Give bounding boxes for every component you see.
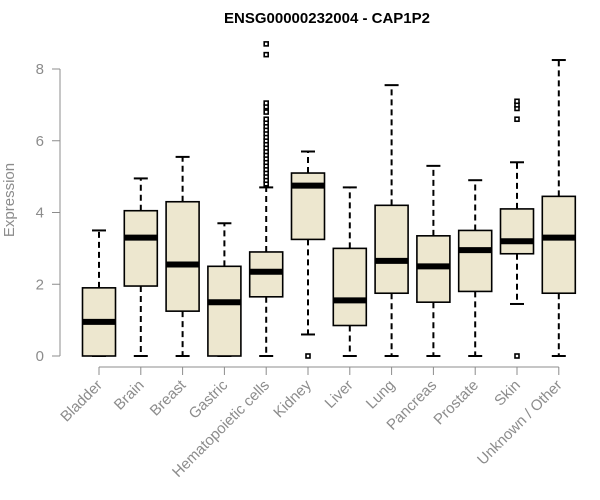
outlier-point-21 <box>263 100 270 106</box>
iqr-box <box>123 209 159 287</box>
box-8 <box>416 164 451 357</box>
iqr-box <box>499 208 535 255</box>
box-4 <box>248 41 284 357</box>
outlier-point-22 <box>263 51 270 58</box>
outlier-point-19 <box>263 109 270 115</box>
x-tick-label-10: Skin <box>491 377 524 410</box>
iqr-box <box>374 204 409 295</box>
x-tick-label-5: Kidney <box>270 376 315 421</box>
boxes-group <box>81 41 577 359</box>
y-axis-title: Expression <box>1 163 18 237</box>
iqr-box <box>541 195 577 295</box>
box-1 <box>123 177 159 357</box>
y-axis: 0 2 4 6 8 <box>36 61 61 365</box>
outlier-point-4 <box>514 98 520 105</box>
box-0 <box>81 229 117 357</box>
iqr-box <box>457 229 493 293</box>
y-tick-label-1: 2 <box>36 276 44 293</box>
box-7 <box>374 84 409 357</box>
outlier-point-23 <box>263 41 270 47</box>
y-tick-label-4: 8 <box>36 61 44 78</box>
box-10 <box>499 98 535 359</box>
box-11 <box>541 59 577 357</box>
x-tick-label-6: Liver <box>322 377 357 412</box>
outlier-point-0 <box>514 353 520 359</box>
x-tick-label-0: Bladder <box>57 377 106 426</box>
x-tick-label-2: Breast <box>147 376 190 419</box>
box-3 <box>207 222 242 357</box>
y-tick-label-2: 4 <box>36 205 44 222</box>
outlier-point-0 <box>305 353 311 359</box>
y-tick-label-0: 0 <box>36 348 44 365</box>
iqr-box <box>165 200 200 312</box>
outlier-point-18 <box>263 116 270 123</box>
box-6 <box>332 186 368 357</box>
x-tick-label-9: Prostate <box>430 377 482 429</box>
box-5 <box>290 150 326 359</box>
y-tick-label-3: 6 <box>36 133 44 150</box>
outlier-point-1 <box>514 116 520 123</box>
x-tick-label-7: Lung <box>363 377 399 413</box>
box-2 <box>165 155 200 357</box>
iqr-box <box>332 247 368 327</box>
x-tick-label-1: Brain <box>111 377 148 414</box>
box-9 <box>457 179 493 357</box>
iqr-box <box>207 265 242 357</box>
chart-title: ENSG00000232004 - CAP1P2 <box>224 10 430 27</box>
